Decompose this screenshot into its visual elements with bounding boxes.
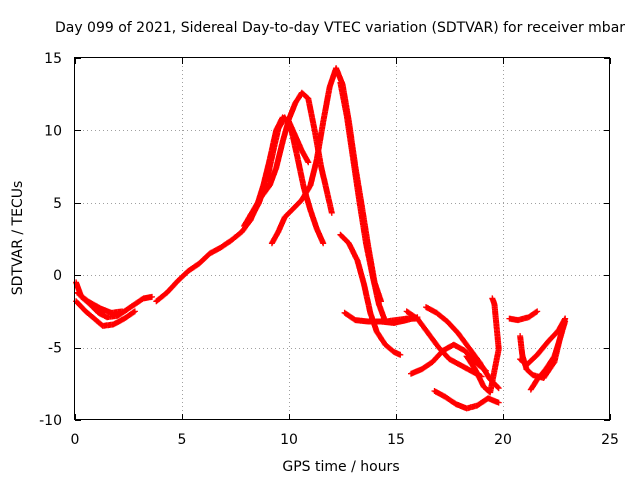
data-point-markers xyxy=(517,315,569,368)
series-arc-2 xyxy=(73,298,138,329)
y-tick-label: 10 xyxy=(44,123,62,139)
y-tick-label: -5 xyxy=(48,341,62,357)
data-point-markers xyxy=(527,318,569,393)
y-axis-label: SDTVAR / TECUs xyxy=(10,181,26,296)
data-point-markers xyxy=(463,295,502,396)
tick-labels: 0 5 10 15 20 25 -10 -5 0 5 10 15 xyxy=(39,51,619,448)
data-point-markers xyxy=(73,298,138,329)
series-arc-19 xyxy=(517,315,569,368)
data-point-markers xyxy=(403,308,485,380)
x-tick-label: 10 xyxy=(280,432,298,448)
data-point-markers xyxy=(74,289,126,316)
data-point-markers xyxy=(341,309,421,326)
y-tick-label: 0 xyxy=(53,268,62,284)
y-tick-label: 5 xyxy=(53,196,62,212)
x-tick-label: 0 xyxy=(71,432,80,448)
x-axis-label: GPS time / hours xyxy=(282,459,399,475)
series-arc-14 xyxy=(431,388,502,412)
chart-title: Day 099 of 2021, Sidereal Day-to-day VTE… xyxy=(55,20,625,36)
series-arc-15 xyxy=(463,295,502,396)
plot-frame xyxy=(74,57,610,420)
data-point-markers xyxy=(506,308,541,324)
data-point-markers xyxy=(431,388,502,412)
x-tick-label: 15 xyxy=(387,432,405,448)
series-arc-18 xyxy=(527,318,569,393)
x-tick-label: 20 xyxy=(494,432,512,448)
x-tick-label: 25 xyxy=(601,432,619,448)
y-tick-label: 15 xyxy=(44,51,62,67)
x-tick-label: 5 xyxy=(178,432,187,448)
series-arc-10 xyxy=(341,309,421,326)
series-arc-16 xyxy=(506,308,541,324)
series-arc-3 xyxy=(74,289,126,316)
y-tick-label: -10 xyxy=(39,413,62,429)
data-points xyxy=(73,65,569,412)
series-arc-11 xyxy=(403,308,485,380)
